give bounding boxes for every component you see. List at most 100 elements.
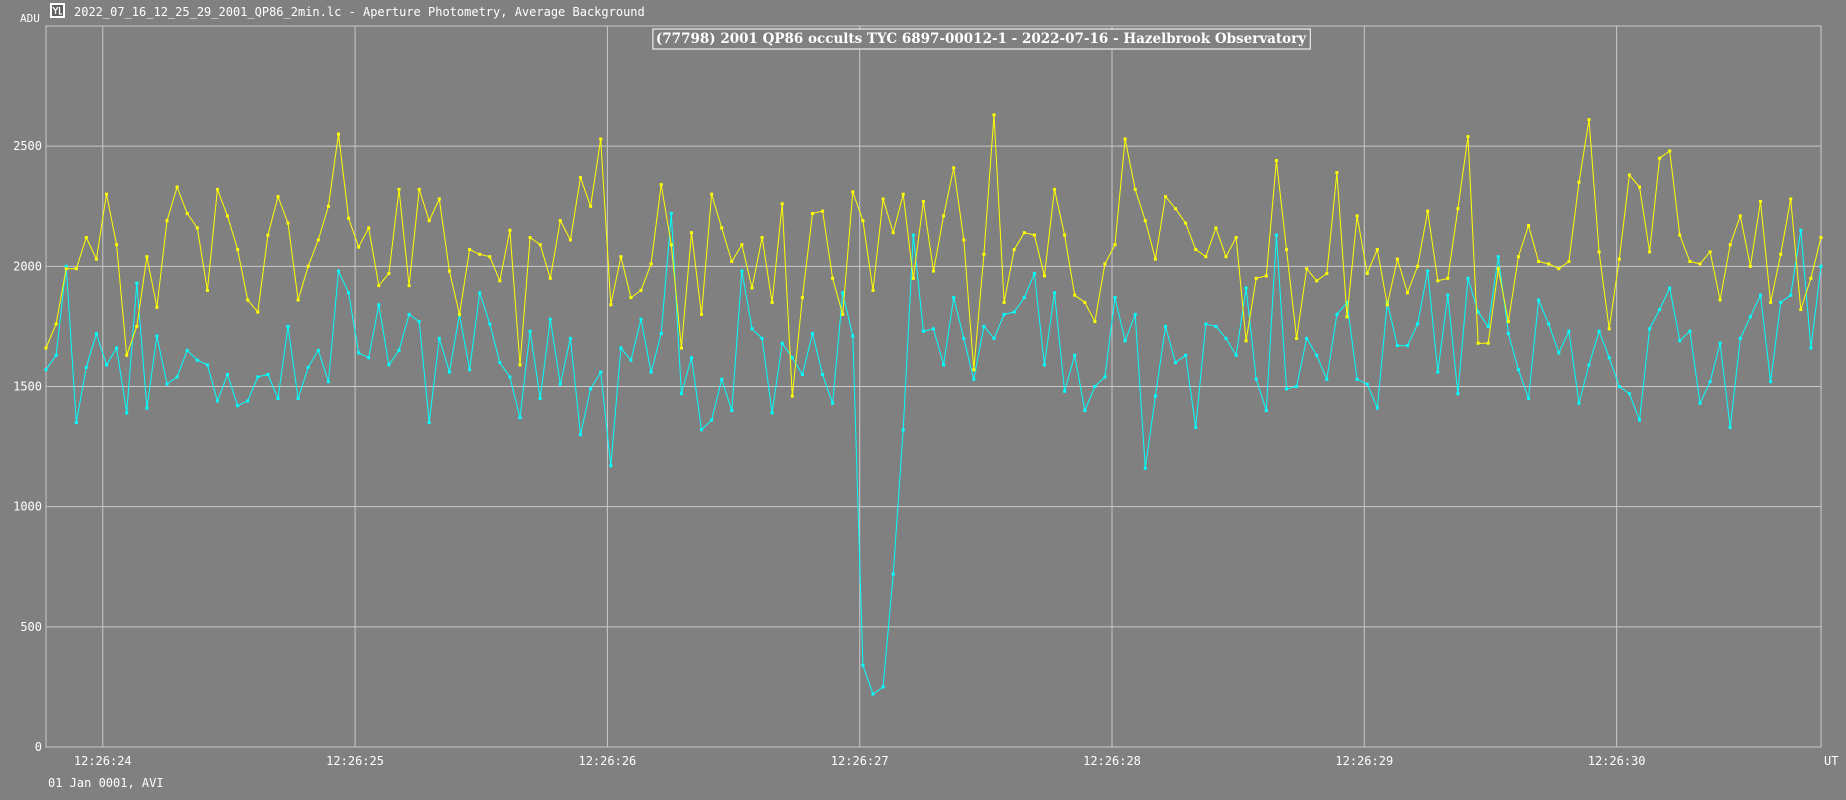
data-point <box>1305 267 1309 271</box>
data-point <box>649 262 653 266</box>
data-point <box>619 255 623 259</box>
data-point <box>669 212 673 215</box>
data-point <box>1416 264 1420 268</box>
data-point <box>276 397 280 400</box>
data-point <box>669 243 673 247</box>
data-point <box>447 269 451 273</box>
data-point <box>1728 243 1732 247</box>
data-point <box>326 380 330 384</box>
data-point <box>548 317 552 321</box>
data-point <box>1012 310 1016 314</box>
data-point <box>205 363 209 367</box>
data-point <box>1718 298 1722 302</box>
data-point <box>498 279 502 283</box>
data-point <box>589 387 593 391</box>
data-point <box>1426 209 1430 213</box>
data-point <box>215 187 219 191</box>
data-point <box>175 185 179 189</box>
data-point <box>246 399 250 403</box>
data-point <box>1214 226 1218 230</box>
data-point <box>84 236 88 239</box>
data-point <box>367 356 371 360</box>
data-point <box>1738 214 1742 218</box>
data-point <box>1446 293 1450 297</box>
data-point <box>1164 195 1167 199</box>
lightcurve-app-icon[interactable] <box>50 3 65 18</box>
data-point <box>286 221 290 225</box>
data-point <box>548 276 552 280</box>
data-point <box>1759 293 1762 297</box>
data-point <box>1375 248 1379 251</box>
y-tick-label: 1500 <box>13 380 42 394</box>
data-point <box>1406 291 1409 295</box>
data-point <box>558 219 562 223</box>
data-point <box>44 346 48 350</box>
data-point <box>1012 248 1016 251</box>
data-point <box>1527 224 1530 227</box>
data-point <box>1446 276 1450 280</box>
data-point <box>427 219 431 223</box>
data-point <box>1779 252 1783 256</box>
data-point <box>1395 344 1399 348</box>
data-point <box>1022 231 1026 235</box>
data-point <box>599 370 603 374</box>
y-tick-label: 500 <box>20 620 42 634</box>
data-point <box>780 341 784 345</box>
data-point <box>1123 137 1127 141</box>
data-point <box>579 175 582 179</box>
data-point <box>942 363 946 367</box>
data-point <box>831 276 835 280</box>
data-point <box>921 329 925 333</box>
data-point <box>690 356 693 360</box>
data-point <box>740 269 744 273</box>
data-point <box>306 264 310 268</box>
data-point <box>1063 389 1067 393</box>
data-point <box>649 370 653 374</box>
x-tick-label: 12:26:30 <box>1588 754 1646 768</box>
data-point <box>1557 351 1561 355</box>
data-point <box>538 243 542 247</box>
data-point <box>236 248 240 251</box>
data-point <box>1607 356 1611 360</box>
data-point <box>518 363 522 367</box>
data-point <box>246 298 250 302</box>
data-point <box>1789 293 1793 297</box>
data-point <box>1123 339 1127 343</box>
data-point <box>1627 173 1631 177</box>
data-point <box>357 245 361 249</box>
data-point <box>901 428 905 432</box>
data-point <box>1547 262 1551 266</box>
data-point <box>1285 248 1288 251</box>
data-point <box>1184 221 1188 225</box>
data-point <box>1577 401 1581 405</box>
data-point <box>1143 219 1147 223</box>
data-point <box>337 269 340 273</box>
data-point <box>871 692 875 696</box>
data-point <box>468 368 472 372</box>
data-point <box>1365 382 1369 386</box>
data-point <box>1799 228 1803 232</box>
chart-grid <box>46 26 1821 748</box>
data-point <box>851 190 855 194</box>
data-point <box>932 327 935 331</box>
series-0 <box>44 212 1823 696</box>
data-point <box>972 368 976 372</box>
data-point <box>911 276 915 280</box>
data-point <box>679 346 683 350</box>
data-point <box>1738 336 1742 340</box>
data-point <box>185 348 189 352</box>
data-point <box>841 312 845 316</box>
data-point <box>1708 250 1712 254</box>
data-point <box>528 329 532 333</box>
data-point <box>1032 233 1036 237</box>
data-point <box>1567 329 1571 333</box>
data-point <box>1093 385 1097 388</box>
data-point <box>1688 260 1692 263</box>
data-point <box>568 336 572 340</box>
data-point <box>458 312 461 316</box>
data-point <box>911 233 915 237</box>
data-point <box>1537 260 1541 263</box>
data-point <box>1698 262 1702 266</box>
data-point <box>125 411 129 415</box>
data-point <box>629 358 633 362</box>
